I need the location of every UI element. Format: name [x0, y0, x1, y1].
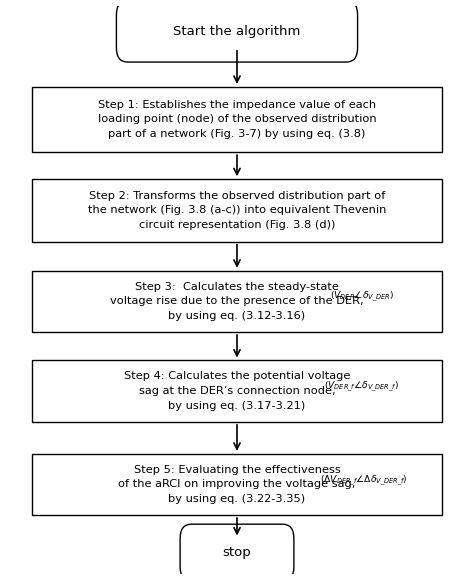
Text: Step 2: Transforms the observed distribution part of: Step 2: Transforms the observed distribu…: [89, 191, 385, 201]
Text: $(V_{DER\_f}\angle\delta_{V\_DER\_f})$: $(V_{DER\_f}\angle\delta_{V\_DER\_f})$: [324, 380, 399, 394]
FancyBboxPatch shape: [32, 87, 442, 152]
FancyBboxPatch shape: [117, 1, 357, 62]
Text: loading point (node) of the observed distribution: loading point (node) of the observed dis…: [98, 114, 376, 125]
Text: Step 3:  Calculates the steady-state: Step 3: Calculates the steady-state: [135, 281, 339, 292]
FancyBboxPatch shape: [32, 454, 442, 515]
FancyBboxPatch shape: [32, 271, 442, 332]
Text: of the aRCI on improving the voltage sag,: of the aRCI on improving the voltage sag…: [118, 480, 356, 490]
FancyBboxPatch shape: [180, 524, 294, 580]
Text: $(V_{DER}\angle\delta_{V\_DER})$: $(V_{DER}\angle\delta_{V\_DER})$: [330, 289, 394, 304]
Text: the network (Fig. 3.8 (a-c)) into equivalent Thevenin: the network (Fig. 3.8 (a-c)) into equiva…: [88, 205, 386, 215]
Text: Step 5: Evaluating the effectiveness: Step 5: Evaluating the effectiveness: [134, 465, 340, 474]
Text: by using eq. (3.22-3.35): by using eq. (3.22-3.35): [168, 494, 306, 504]
FancyBboxPatch shape: [32, 361, 442, 422]
FancyBboxPatch shape: [32, 179, 442, 242]
Text: Start the algorithm: Start the algorithm: [173, 25, 301, 38]
Text: $(\Delta V_{DER\_f}\angle\Delta\delta_{V\_DER\_f})$: $(\Delta V_{DER\_f}\angle\Delta\delta_{V…: [320, 473, 408, 488]
Text: sag at the DER’s connection node,: sag at the DER’s connection node,: [139, 386, 335, 396]
Text: Step 1: Establishes the impedance value of each: Step 1: Establishes the impedance value …: [98, 100, 376, 110]
Text: part of a network (Fig. 3-7) by using eq. (3.8): part of a network (Fig. 3-7) by using eq…: [109, 129, 365, 139]
Text: Step 4: Calculates the potential voltage: Step 4: Calculates the potential voltage: [124, 371, 350, 382]
Text: circuit representation (Fig. 3.8 (d)): circuit representation (Fig. 3.8 (d)): [139, 220, 335, 230]
Text: voltage rise due to the presence of the DER,: voltage rise due to the presence of the …: [110, 296, 364, 306]
Text: by using eq. (3.17-3.21): by using eq. (3.17-3.21): [168, 401, 306, 411]
Text: by using eq. (3.12-3.16): by using eq. (3.12-3.16): [168, 311, 306, 321]
Text: stop: stop: [223, 546, 251, 559]
